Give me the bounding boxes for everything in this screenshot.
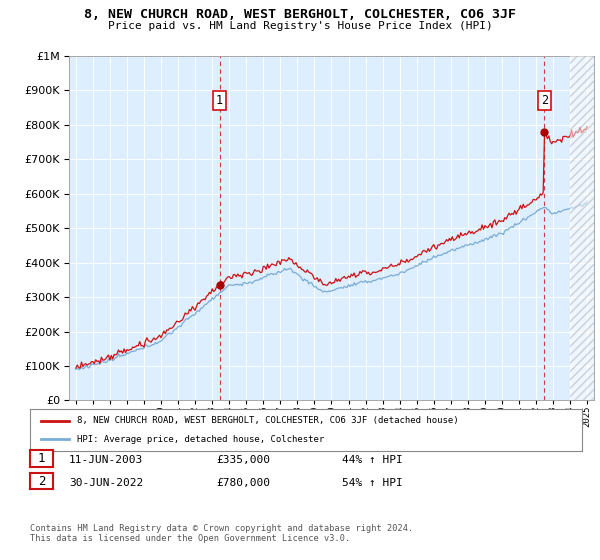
- Text: 11-JUN-2003: 11-JUN-2003: [69, 455, 143, 465]
- Text: 1: 1: [216, 94, 223, 108]
- Text: 2: 2: [541, 94, 548, 108]
- Text: 30-JUN-2022: 30-JUN-2022: [69, 478, 143, 488]
- Text: £780,000: £780,000: [216, 478, 270, 488]
- Text: 1: 1: [38, 452, 45, 465]
- Text: £335,000: £335,000: [216, 455, 270, 465]
- Text: 44% ↑ HPI: 44% ↑ HPI: [342, 455, 403, 465]
- Text: 2: 2: [38, 474, 45, 488]
- Text: 8, NEW CHURCH ROAD, WEST BERGHOLT, COLCHESTER, CO6 3JF: 8, NEW CHURCH ROAD, WEST BERGHOLT, COLCH…: [84, 8, 516, 21]
- Text: Contains HM Land Registry data © Crown copyright and database right 2024.
This d: Contains HM Land Registry data © Crown c…: [30, 524, 413, 543]
- Text: 8, NEW CHURCH ROAD, WEST BERGHOLT, COLCHESTER, CO6 3JF (detached house): 8, NEW CHURCH ROAD, WEST BERGHOLT, COLCH…: [77, 416, 458, 425]
- Text: Price paid vs. HM Land Registry's House Price Index (HPI): Price paid vs. HM Land Registry's House …: [107, 21, 493, 31]
- Text: HPI: Average price, detached house, Colchester: HPI: Average price, detached house, Colc…: [77, 435, 324, 444]
- Text: 54% ↑ HPI: 54% ↑ HPI: [342, 478, 403, 488]
